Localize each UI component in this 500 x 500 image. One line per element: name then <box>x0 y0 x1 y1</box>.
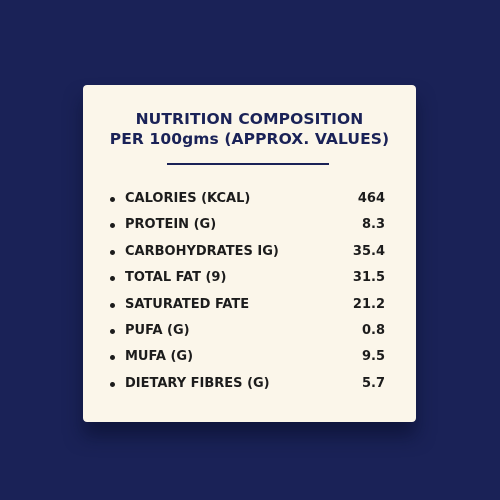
bullet-icon <box>110 381 115 387</box>
nutrition-list: CALORIES (KCAL) 464 PROTEIN (G) 8.3 CARB… <box>83 186 416 397</box>
nutrition-card: NUTRITION COMPOSITION PER 100gms (APPROX… <box>83 85 416 422</box>
bullet-icon <box>110 328 115 334</box>
nutrient-value: 31.5 <box>352 270 385 286</box>
nutrient-label: TOTAL FAT (9) <box>125 270 227 286</box>
nutrition-row-dietary-fibres: DIETARY FIBRES (G) 5.7 <box>83 371 416 397</box>
nutrient-value: 464 <box>357 191 385 206</box>
nutrient-label: PROTEIN (G) <box>125 217 217 233</box>
title-line-2: PER 100gms (APPROX. VALUES) <box>109 130 390 148</box>
nutrient-value: 9.5 <box>361 349 385 365</box>
nutrition-row-carbohydrates: CARBOHYDRATES IG) 35.4 <box>83 239 416 265</box>
nutrition-row-total-fat: TOTAL FAT (9) 31.5 <box>83 265 416 291</box>
nutrient-label: CALORIES (KCAL) <box>125 191 251 206</box>
nutrient-label: CARBOHYDRATES IG) <box>125 243 279 259</box>
bullet-icon <box>110 302 115 308</box>
nutrient-label: MUFA (G) <box>125 349 194 365</box>
nutrient-value: 0.8 <box>361 322 385 338</box>
nutrient-label: DIETARY FIBRES (G) <box>125 375 270 391</box>
bullet-icon <box>110 249 115 255</box>
nutrient-value: 5.7 <box>361 375 385 391</box>
nutrient-value: 35.4 <box>352 243 385 259</box>
nutrition-row-protein: PROTEIN (G) 8.3 <box>83 212 416 238</box>
bullet-icon <box>110 197 115 202</box>
title-line-1: NUTRITION COMPOSITION <box>135 110 364 128</box>
nutrient-label: PUFA (G) <box>125 322 190 338</box>
nutrition-row-calories: CALORIES (KCAL) 464 <box>83 186 416 212</box>
nutrition-row-pufa: PUFA (G) 0.8 <box>83 318 416 344</box>
nutrient-value: 21.2 <box>352 296 385 312</box>
nutrition-row-mufa: MUFA (G) 9.5 <box>83 344 416 370</box>
nutrient-value: 8.3 <box>361 217 385 233</box>
nutrition-row-saturated-fat: SATURATED FATE 21.2 <box>83 292 416 318</box>
bullet-icon <box>110 223 115 229</box>
card-title: NUTRITION COMPOSITION PER 100gms (APPROX… <box>83 109 416 149</box>
nutrient-label: SATURATED FATE <box>125 296 250 312</box>
bullet-icon <box>110 276 115 282</box>
title-divider <box>167 163 329 165</box>
bullet-icon <box>110 355 115 361</box>
